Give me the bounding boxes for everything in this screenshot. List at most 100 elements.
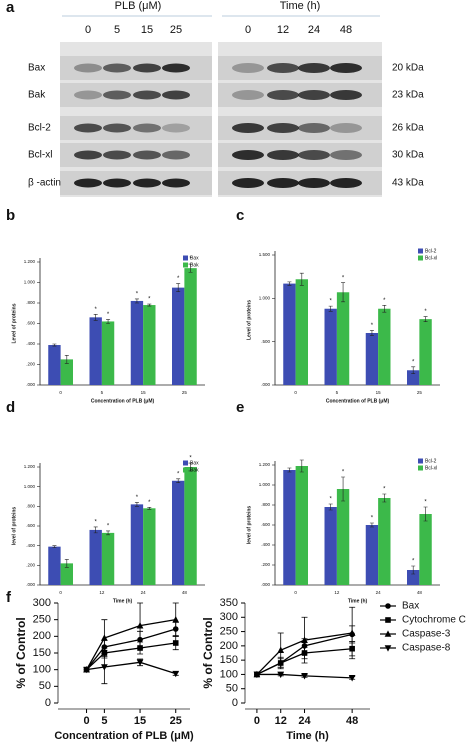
significance: * [189, 456, 192, 462]
bar [48, 546, 61, 585]
series-line [256, 632, 353, 675]
x-axis-label: Time (h) [113, 598, 133, 604]
significance: * [136, 291, 139, 297]
error-bar [382, 493, 387, 503]
x-tick-label: 12 [334, 590, 340, 595]
bar [184, 268, 197, 385]
y-tick-label: .600 [26, 523, 35, 528]
x-tick-label: 0 [254, 715, 260, 727]
error-bar [93, 313, 98, 321]
error-bar [341, 282, 346, 303]
y-axis-label: level of proteins [246, 506, 252, 545]
y-tick-label: .200 [261, 562, 270, 567]
panel-label: c [236, 207, 244, 224]
y-tick-label: 100 [220, 668, 238, 680]
point [277, 671, 285, 679]
error-bar [176, 283, 181, 293]
band [103, 178, 131, 188]
error-bar [106, 319, 111, 324]
blot-header: PLB (μM) [115, 0, 162, 12]
band [162, 178, 190, 188]
y-tick-label: 50 [226, 683, 238, 695]
y-tick-label: 0 [45, 697, 51, 709]
y-tick-label: 50 [39, 680, 51, 692]
panel-label: a [6, 0, 15, 16]
bar [295, 466, 308, 585]
legend-label: Bax [402, 601, 419, 612]
band [103, 123, 131, 133]
legend-label: Bax [190, 460, 199, 466]
bar [365, 525, 379, 585]
significance: * [412, 359, 415, 365]
point [172, 670, 180, 678]
point [253, 671, 261, 679]
error-bar [147, 303, 152, 307]
y-axis-label: level of proteins [11, 507, 17, 546]
band [330, 123, 362, 133]
y-tick-label: 1.000 [24, 484, 36, 489]
error-bar [147, 507, 152, 510]
error-bar [287, 281, 292, 286]
lane-label: 25 [170, 24, 182, 36]
y-tick-label: .000 [261, 582, 270, 587]
point [101, 664, 108, 671]
x-tick-label: 24 [376, 590, 382, 595]
band [267, 178, 299, 188]
error-bar [299, 272, 304, 286]
band [330, 178, 362, 188]
y-tick-label: .000 [26, 382, 35, 387]
significance: * [136, 495, 139, 501]
y-axis-label: Level of proteins [11, 303, 17, 343]
legend-swatch [183, 460, 188, 466]
series-line [86, 642, 176, 671]
point [101, 634, 108, 641]
band [133, 123, 161, 133]
error-bar [328, 503, 333, 511]
bar [184, 467, 197, 585]
band [74, 150, 102, 160]
significance: * [424, 500, 427, 506]
x-tick-label: 5 [101, 390, 104, 395]
legend-swatch [418, 458, 423, 464]
band [103, 150, 131, 160]
significance: * [424, 309, 427, 315]
lane-label: 5 [114, 24, 120, 36]
error-bar [52, 343, 57, 347]
band [162, 90, 190, 100]
y-axis-label: % of Control [201, 617, 215, 688]
y-tick-label: .400 [26, 341, 35, 346]
legend-swatch [183, 255, 188, 261]
error-bar [369, 330, 374, 336]
band [298, 63, 330, 73]
error-bar [369, 522, 374, 528]
band [133, 150, 161, 160]
bar [365, 333, 379, 385]
y-tick-label: 1.000 [259, 296, 271, 301]
legend-marker [385, 617, 391, 623]
bar [60, 563, 73, 585]
x-tick-label: 15 [376, 390, 382, 395]
bar [407, 370, 420, 385]
band [267, 90, 299, 100]
error-bar [423, 316, 428, 323]
y-tick-label: .400 [261, 542, 270, 547]
band [267, 63, 299, 73]
lane-label: 0 [245, 24, 251, 36]
significance: * [189, 257, 192, 263]
lane-label: 24 [308, 24, 320, 36]
x-tick-label: 0 [59, 590, 62, 595]
y-axis-label: % of Control [14, 617, 28, 688]
lane-label: 48 [340, 24, 352, 36]
legend-label: Bcl-xl [425, 255, 437, 261]
y-tick-label: 1.200 [259, 462, 271, 467]
size-label: 43 kDa [392, 178, 424, 189]
band [298, 150, 330, 160]
x-axis-label: Concentration of PLB (μM) [326, 398, 390, 404]
bar [101, 532, 115, 585]
significance: * [330, 497, 333, 503]
bar [89, 529, 102, 585]
panel-label: b [6, 207, 15, 224]
significance: * [107, 312, 110, 318]
significance: * [371, 323, 374, 329]
band [74, 90, 102, 100]
